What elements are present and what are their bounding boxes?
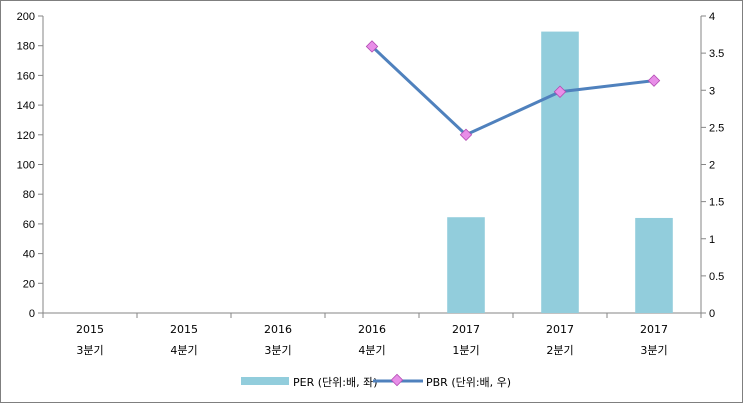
x-tick-label-year: 2016 <box>264 323 292 336</box>
left-tick-label: 180 <box>17 41 35 53</box>
left-tick-label: 120 <box>17 130 35 142</box>
right-tick-label: 1.5 <box>709 197 724 209</box>
right-tick-label: 1 <box>709 234 715 246</box>
x-tick-label-quarter: 3분기 <box>264 344 291 357</box>
legend-per-swatch <box>241 377 289 385</box>
per-bar <box>447 217 485 313</box>
pbr-point <box>365 40 379 53</box>
pbr-point <box>459 128 473 142</box>
pbr-point <box>553 85 567 98</box>
right-tick-label: 2 <box>709 160 715 172</box>
axes: 0 20 40 60 80 100 120 140 160 180 200 0 0.5 1 1.5 2 2.5 3… <box>17 11 725 357</box>
left-tick-label: 160 <box>17 70 35 82</box>
left-tick-label: 60 <box>23 219 35 231</box>
per-bar <box>541 31 579 314</box>
x-tick-label-year: 2015 <box>170 323 198 336</box>
pbr-point <box>647 74 661 87</box>
x-tick-label-quarter: 3분기 <box>76 344 103 357</box>
x-tick-label-year: 2015 <box>76 323 104 336</box>
right-tick-label: 2.5 <box>709 122 724 134</box>
left-tick-label: 140 <box>17 100 35 112</box>
right-tick-label: 3 <box>709 85 715 97</box>
legend-per-label: PER (단위:배, 좌) <box>293 376 378 389</box>
per-bar <box>635 217 673 313</box>
left-tick-label: 100 <box>17 160 35 172</box>
x-tick-label-year: 2016 <box>358 323 386 336</box>
x-tick-label-quarter: 4분기 <box>170 344 197 357</box>
legend-pbr-marker <box>390 373 404 387</box>
x-tick-label-quarter: 4분기 <box>358 344 385 357</box>
left-tick-label: 200 <box>17 11 35 23</box>
x-tick-label-year: 2017 <box>640 323 668 336</box>
x-tick-label-quarter: 3분기 <box>640 344 667 357</box>
x-tick-label-year: 2017 <box>546 323 574 336</box>
pbr-series-line <box>370 45 655 137</box>
right-tick-label: 3.5 <box>709 48 724 60</box>
x-tick-label-quarter: 2분기 <box>546 344 573 357</box>
left-tick-label: 40 <box>23 249 35 261</box>
left-tick-label: 20 <box>23 278 35 290</box>
right-tick-label: 0 <box>709 308 715 320</box>
legend-pbr-label: PBR (단위:배, 우) <box>426 376 511 389</box>
pbr-line <box>365 40 661 142</box>
left-tick-label: 0 <box>29 308 35 320</box>
x-tick-label-quarter: 1분기 <box>452 344 479 357</box>
legend: PER (단위:배, 좌) PBR (단위:배, 우) <box>241 373 511 389</box>
per-bars <box>447 31 673 314</box>
x-tick-label-year: 2017 <box>452 323 480 336</box>
right-tick-label: 4 <box>709 11 715 23</box>
left-tick-label: 80 <box>23 189 35 201</box>
right-tick-label: 0.5 <box>709 271 724 283</box>
